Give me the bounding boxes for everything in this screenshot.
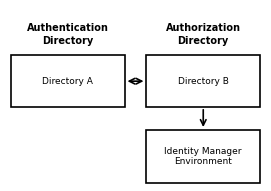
Text: Identity Manager
Environment: Identity Manager Environment [164, 147, 242, 166]
Bar [146, 55, 260, 107]
Text: Directory B: Directory B [178, 77, 229, 86]
Text: Directory A: Directory A [42, 77, 93, 86]
Bar [11, 55, 125, 107]
Text: Authentication
Directory: Authentication Directory [27, 23, 109, 46]
Text: Authorization
Directory: Authorization Directory [166, 23, 241, 46]
Bar [146, 130, 260, 183]
